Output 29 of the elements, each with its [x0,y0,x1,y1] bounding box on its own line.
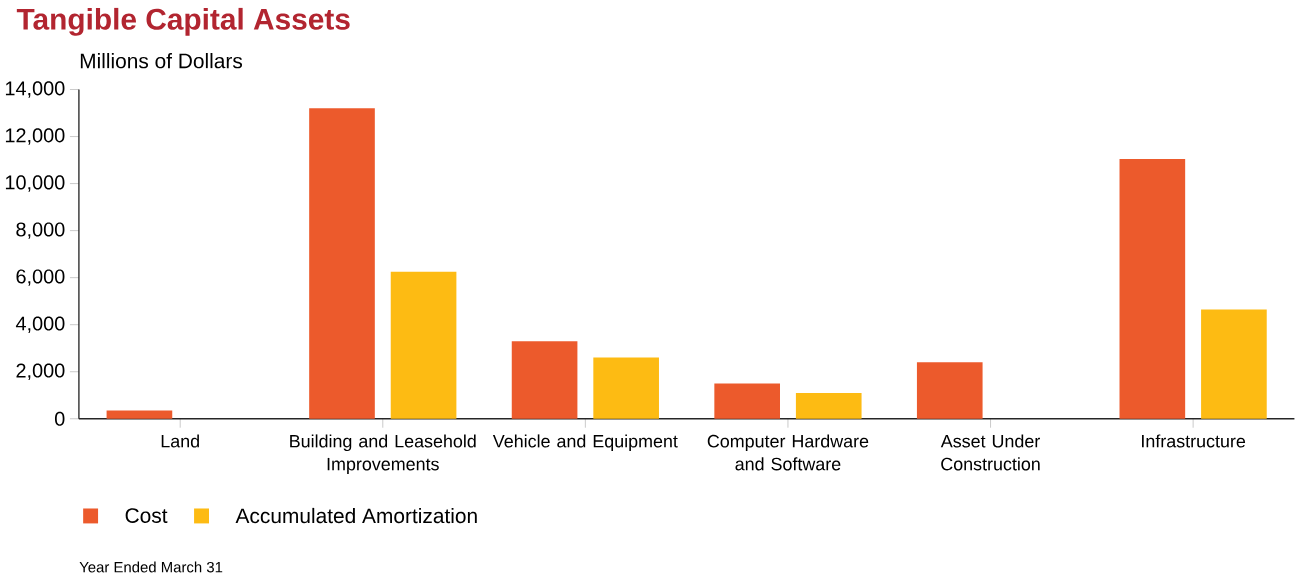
bar [916,362,983,419]
y-tick-label: 14,000 [5,81,65,98]
y-tick-label: 2,000 [16,363,65,380]
legend-label: Accumulated Amortization [235,507,477,524]
bar [106,410,173,419]
legend-label: Cost [125,508,168,523]
x-tick-label: Building and Leasehold Improvements [290,434,476,474]
bar [309,108,375,419]
bar [390,271,457,419]
y-tick-label: 8,000 [16,222,65,239]
x-tick-label: Asset Under Construction [940,434,1040,471]
text: Year Ended March 31 [79,561,223,573]
bar [1119,158,1186,419]
y-axis-title: Millions of Dollars [80,53,243,69]
y-tick-label: 4,000 [15,316,65,333]
bar [511,341,578,419]
y-tick-label: 12,000 [5,128,65,145]
bar [1201,309,1267,419]
y-tick-label: 0 [54,411,65,426]
x-tick-label: Vehicle and Equipment [492,434,678,452]
bar [795,392,862,419]
y-tick-label: 10,000 [5,175,65,192]
bar [593,357,659,419]
x-tick-label: Land [161,434,199,448]
bar [714,383,780,419]
x-tick-label: Infrastructure [1142,434,1246,448]
chart-title: Tangible Capital Assets [16,7,350,36]
y-tick-label: 6,000 [16,269,65,286]
x-tick-label: Computer Hardware and Software [707,434,869,471]
